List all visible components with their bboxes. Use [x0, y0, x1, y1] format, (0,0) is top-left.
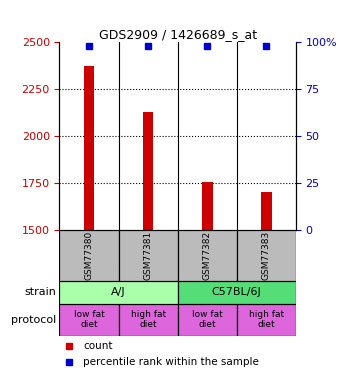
Title: GDS2909 / 1426689_s_at: GDS2909 / 1426689_s_at: [99, 28, 257, 41]
Text: low fat
diet: low fat diet: [74, 310, 104, 329]
Text: GSM77380: GSM77380: [85, 231, 94, 280]
Text: C57BL/6J: C57BL/6J: [212, 287, 261, 297]
Bar: [237, 230, 296, 280]
Bar: [261, 192, 272, 230]
Text: low fat
diet: low fat diet: [192, 310, 223, 329]
Bar: [59, 230, 119, 280]
Bar: [143, 112, 153, 230]
Text: strain: strain: [25, 287, 56, 297]
Bar: [59, 304, 119, 336]
Bar: [177, 230, 237, 280]
Text: GSM77381: GSM77381: [143, 231, 153, 280]
Polygon shape: [37, 288, 56, 297]
Text: GSM77382: GSM77382: [203, 231, 212, 280]
Bar: [177, 304, 237, 336]
Text: high fat
diet: high fat diet: [249, 310, 284, 329]
Text: A/J: A/J: [111, 287, 126, 297]
Polygon shape: [37, 314, 56, 326]
Bar: [202, 182, 212, 230]
Text: high fat
diet: high fat diet: [131, 310, 166, 329]
Bar: [119, 230, 177, 280]
Text: protocol: protocol: [11, 315, 56, 325]
Bar: [59, 280, 177, 304]
Bar: [237, 304, 296, 336]
Bar: [119, 304, 177, 336]
Bar: [84, 66, 95, 230]
Text: GSM77383: GSM77383: [262, 231, 271, 280]
Text: percentile rank within the sample: percentile rank within the sample: [83, 357, 259, 368]
Bar: [177, 280, 296, 304]
Text: count: count: [83, 340, 113, 351]
